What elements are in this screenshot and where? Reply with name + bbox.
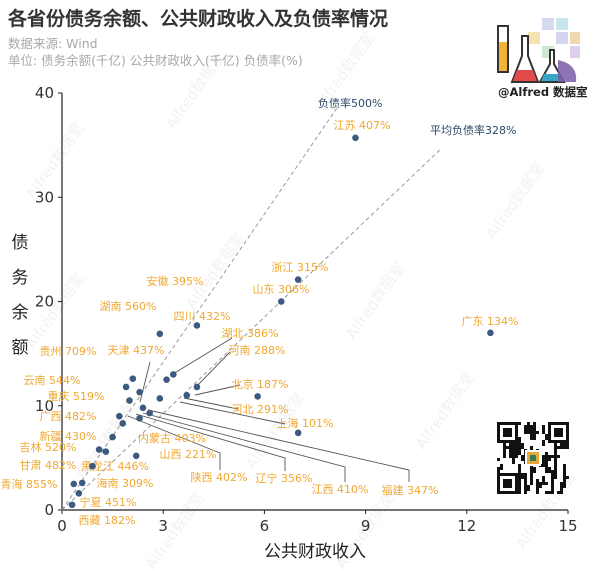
data-label-青海: 青海 855%: [1, 477, 58, 491]
data-point-北京: [254, 393, 261, 400]
data-label-贵州: 贵州 709%: [40, 345, 97, 358]
leader-line: [142, 412, 346, 482]
leader-line: [127, 415, 221, 470]
x-tick-label: 12: [457, 517, 476, 535]
y-tick-label: 40: [35, 84, 54, 102]
data-point-黑龙江: [102, 448, 110, 455]
data-label-重庆: 重庆 519%: [48, 389, 105, 403]
data-point-江苏: [352, 134, 359, 142]
data-label-西藏: 西藏 182%: [79, 514, 136, 527]
data-label-山东: 山东 306%: [253, 283, 310, 296]
y-tick-label: 0: [44, 501, 54, 519]
data-point-海南: [78, 479, 86, 487]
data-point-湖北: [170, 371, 177, 378]
data-point-天津: [136, 388, 143, 396]
data-label-黑龙江: 黑龙江 446%: [81, 460, 149, 473]
leader-line: [147, 409, 410, 482]
data-point-西藏: [68, 501, 76, 509]
data-point-山东: [277, 298, 285, 305]
data-point-山西: [132, 452, 140, 460]
data-point-河南: [193, 383, 201, 391]
data-label-河北: 河北 291%: [232, 403, 289, 416]
data-point-宁夏: [75, 490, 83, 497]
data-label-江苏: 江苏 407%: [334, 119, 391, 132]
data-source: 数据来源: Wind: [8, 36, 98, 51]
data-label-江西: 江西 410%: [312, 483, 369, 496]
y-axis-label: 债: [12, 233, 29, 253]
data-point-重庆: [126, 397, 133, 404]
data-label-内蒙古: 内蒙古 403%: [138, 431, 206, 445]
data-point-四川: [193, 322, 201, 329]
data-point-广东: [487, 329, 494, 337]
y-tick-label: 20: [35, 293, 54, 311]
data-point-内蒙古: [119, 420, 127, 427]
data-label-北京: 北京 187%: [232, 377, 289, 391]
data-label-安徽: 安徽 395%: [147, 274, 204, 288]
data-point-福建: [156, 395, 164, 402]
data-label-山西: 山西 221%: [160, 448, 217, 461]
data-label-云南: 云南 544%: [24, 374, 81, 387]
x-tick-label: 0: [57, 517, 67, 535]
data-label-甘肃: 甘肃 482%: [20, 459, 77, 472]
data-point-上海: [294, 429, 302, 437]
data-label-广东: 广东 134%: [462, 315, 519, 328]
data-label-河南: 河南 288%: [229, 344, 286, 357]
y-axis-label: 余: [12, 303, 29, 323]
leader-line: [194, 384, 241, 396]
data-label-陕西: 陕西 402%: [191, 470, 248, 484]
y-axis-label: 务: [12, 268, 29, 288]
x-tick-label: 9: [361, 517, 371, 535]
reference-line-label: 平均负债率328%: [430, 123, 516, 137]
data-label-福建: 福建 347%: [382, 483, 439, 497]
data-point-河北: [183, 392, 191, 399]
data-label-吉林: 吉林 520%: [20, 440, 77, 454]
leader-line: [135, 413, 286, 471]
data-point-青海: [70, 480, 78, 488]
data-point-广西: [116, 412, 123, 420]
brand-handle: @Alfred 数据室: [498, 85, 588, 99]
y-tick-label: 30: [35, 188, 54, 206]
data-label-新疆: 新疆 430%: [40, 429, 97, 443]
data-point-江西: [139, 404, 147, 412]
x-axis-label: 公共财政收入: [264, 542, 366, 562]
x-tick-label: 3: [158, 517, 168, 535]
data-point-浙江: [294, 276, 302, 283]
chart-title: 各省份债务余额、公共财政收入及负债率情况: [8, 8, 389, 30]
leader-line: [179, 401, 286, 425]
data-label-上海: 上海 101%: [277, 416, 334, 430]
data-point-新疆: [109, 433, 116, 441]
data-label-湖南: 湖南 560%: [100, 300, 157, 313]
data-point-安徽: [163, 376, 170, 383]
reference-line: [61, 149, 441, 511]
data-label-浙江: 浙江 315%: [272, 261, 329, 274]
data-point-陕西: [146, 409, 154, 417]
units-note: 单位: 债务余额(千亿) 公共财政收入(千亿) 负债率(%): [8, 53, 303, 68]
data-label-湖北: 湖北 386%: [222, 327, 279, 340]
data-point-云南: [122, 383, 130, 391]
data-point-吉林: [95, 446, 103, 453]
y-tick-label: 10: [35, 397, 54, 415]
data-point-甘肃: [89, 462, 96, 470]
x-tick-label: 6: [260, 517, 270, 535]
qr-code-icon: [497, 422, 569, 494]
brand-logo-icon: [497, 18, 580, 83]
data-point-湖南: [156, 330, 164, 338]
reference-line-label: 负债率500%: [318, 96, 382, 110]
data-label-宁夏: 宁夏 451%: [80, 495, 137, 509]
data-point-贵州: [129, 375, 137, 382]
leader-line: [194, 351, 231, 389]
leader-line: [139, 361, 151, 403]
y-axis-label: 额: [12, 338, 29, 358]
leader-line: [172, 337, 233, 375]
data-label-广西: 广西 482%: [40, 410, 97, 423]
x-tick-label: 15: [558, 517, 577, 535]
data-label-海南: 海南 309%: [97, 476, 154, 490]
leader-line: [183, 397, 239, 410]
data-label-四川: 四川 432%: [174, 310, 231, 323]
data-label-辽宁: 辽宁 356%: [256, 471, 313, 485]
data-label-天津: 天津 437%: [108, 344, 165, 357]
